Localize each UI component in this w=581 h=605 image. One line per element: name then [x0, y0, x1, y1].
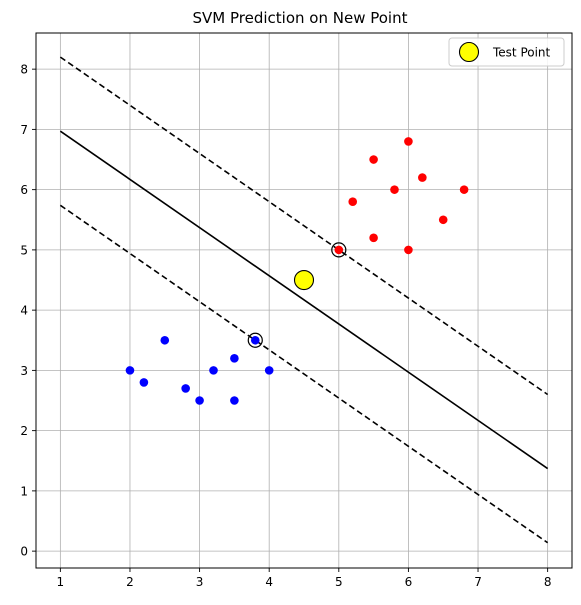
- data-point: [404, 137, 413, 146]
- data-point: [160, 336, 169, 345]
- data-point: [439, 215, 448, 224]
- x-tick-label: 2: [126, 575, 134, 589]
- x-tick-label: 8: [544, 575, 552, 589]
- y-tick-label: 1: [20, 484, 28, 498]
- data-point: [369, 234, 378, 243]
- data-point: [335, 246, 344, 255]
- legend-label: Test Point: [492, 46, 551, 60]
- data-point: [418, 173, 427, 182]
- x-tick-label: 5: [335, 575, 343, 589]
- y-tick-label: 4: [20, 304, 28, 318]
- data-point: [265, 366, 274, 375]
- data-points: [126, 137, 469, 405]
- y-tick-label: 7: [20, 123, 28, 137]
- x-tick-label: 4: [265, 575, 273, 589]
- legend: Test Point: [449, 38, 564, 66]
- data-point: [404, 246, 413, 255]
- data-point: [209, 366, 218, 375]
- x-tick-label: 3: [196, 575, 204, 589]
- data-point: [251, 336, 260, 345]
- data-point: [369, 155, 378, 164]
- x-tick-label: 7: [474, 575, 482, 589]
- data-point: [460, 185, 469, 194]
- y-tick-label: 8: [20, 63, 28, 77]
- data-point: [126, 366, 135, 375]
- data-point: [195, 396, 204, 405]
- x-tick-label: 6: [405, 575, 413, 589]
- data-point: [181, 384, 190, 393]
- margin-line: [60, 205, 547, 542]
- y-tick-label: 2: [20, 424, 28, 438]
- y-tick-label: 6: [20, 183, 28, 197]
- y-tick-label: 5: [20, 243, 28, 257]
- margin-line: [60, 57, 547, 394]
- data-point: [390, 185, 399, 194]
- y-tick-label: 0: [20, 545, 28, 559]
- data-point: [348, 197, 357, 206]
- data-point: [140, 378, 149, 387]
- test-point: [295, 271, 314, 290]
- chart-title: SVM Prediction on New Point: [193, 9, 408, 27]
- y-tick-label: 3: [20, 364, 28, 378]
- data-point: [230, 354, 239, 363]
- svm-lines: [60, 57, 547, 543]
- decision-boundary-line: [60, 131, 547, 468]
- legend-marker: [460, 43, 479, 62]
- x-tick-label: 1: [57, 575, 65, 589]
- data-point: [230, 396, 239, 405]
